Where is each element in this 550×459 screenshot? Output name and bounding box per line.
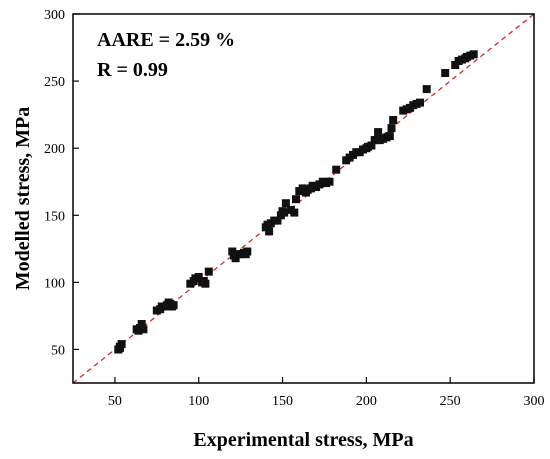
data-point-7 xyxy=(137,320,146,328)
data-point-42 xyxy=(280,208,289,217)
data-point-82 xyxy=(416,98,424,107)
data-point-67 xyxy=(367,141,376,150)
y-tick-label-0: 50 xyxy=(51,343,65,358)
axis-ticks: 50 100 150 200 250 300 50 100 150 200 250 300 xyxy=(44,8,545,409)
data-point-76 xyxy=(389,116,398,124)
x-tick-label-3: 200 xyxy=(356,394,377,409)
data-point-58 xyxy=(332,165,341,174)
y-tick-label-1: 100 xyxy=(44,276,65,291)
data-point-43 xyxy=(281,199,290,208)
data-point-36 xyxy=(265,227,274,236)
y-tick-label-5: 300 xyxy=(44,8,65,23)
data-points xyxy=(114,50,478,354)
x-tick-label-5: 300 xyxy=(524,394,545,409)
x-tick-label-1: 100 xyxy=(188,394,209,409)
data-point-84 xyxy=(441,69,450,77)
data-point-74 xyxy=(385,132,394,141)
x-tick-label-0: 50 xyxy=(108,394,122,409)
x-tick-label-4: 250 xyxy=(440,394,461,409)
data-point-46 xyxy=(292,195,300,204)
y-axis-title: Modelled stress, MPa xyxy=(12,107,34,291)
data-point-48 xyxy=(298,184,307,193)
y-tick-label-4: 250 xyxy=(44,75,65,90)
data-point-33 xyxy=(243,247,252,256)
data-point-24 xyxy=(201,279,210,288)
data-point-25 xyxy=(204,267,213,276)
data-point-17 xyxy=(169,301,178,310)
data-point-3 xyxy=(115,344,124,353)
data-point-39 xyxy=(273,216,282,225)
x-tick-label-2: 150 xyxy=(272,394,293,409)
y-tick-label-3: 200 xyxy=(44,142,65,157)
data-point-8 xyxy=(139,325,148,334)
data-point-75 xyxy=(387,124,396,133)
x-axis-title: Experimental stress, MPa xyxy=(193,429,413,451)
data-point-57 xyxy=(325,177,334,186)
data-point-91 xyxy=(469,50,478,59)
data-point-83 xyxy=(422,85,431,94)
data-point-45 xyxy=(290,208,299,217)
plot-frame xyxy=(72,13,535,384)
aare-annotation: AARE = 2.59 % xyxy=(97,29,235,51)
y-tick-label-2: 150 xyxy=(44,209,65,224)
data-point-21 xyxy=(194,273,203,281)
r-annotation: R = 0.99 xyxy=(97,59,168,81)
data-point-70 xyxy=(374,128,383,137)
